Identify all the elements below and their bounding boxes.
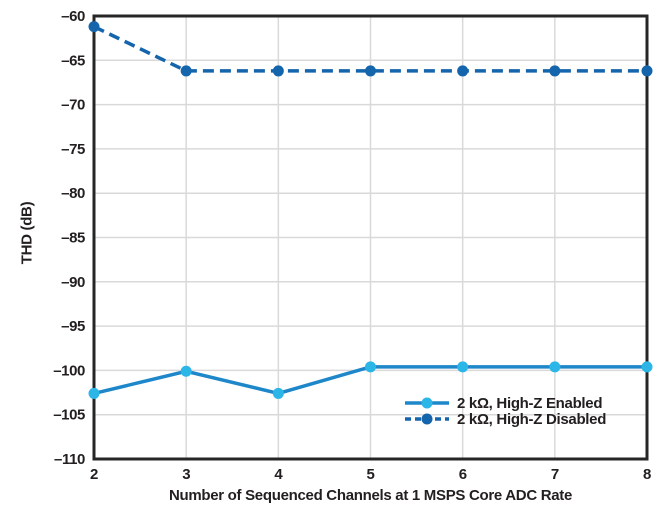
y-tick-label: –80 <box>61 185 85 202</box>
data-point-series-1 <box>88 21 100 33</box>
legend-item-disabled: 2 kΩ, High-Z Disabled <box>404 410 607 428</box>
data-point-series-0 <box>180 365 192 377</box>
data-point-series-0 <box>549 361 561 373</box>
x-tick-label: 7 <box>551 466 559 483</box>
legend-line-solid-icon <box>405 397 449 409</box>
data-point-series-0 <box>272 387 284 399</box>
y-tick-label: –100 <box>53 362 85 379</box>
data-point-series-0 <box>88 387 100 399</box>
x-tick-label: 5 <box>367 466 375 483</box>
x-axis-title: Number of Sequenced Channels at 1 MSPS C… <box>168 487 573 504</box>
x-tick-label: 6 <box>459 466 467 483</box>
data-point-series-1 <box>365 65 376 77</box>
legend-line-dashed-icon <box>405 413 449 425</box>
legend-item-enabled: 2 kΩ, High-Z Enabled <box>404 394 606 412</box>
plot-border <box>92 14 649 461</box>
y-tick-label: –90 <box>61 274 85 291</box>
legend-sample-marker <box>421 413 433 425</box>
x-tick-label: 3 <box>182 466 190 483</box>
data-point-series-1 <box>272 65 284 77</box>
y-tick-label: –105 <box>53 407 85 424</box>
y-axis-title: THD (dB) <box>18 201 36 265</box>
data-point-series-1 <box>180 65 192 77</box>
data-point-series-0 <box>641 361 653 373</box>
data-point-series-0 <box>365 361 376 373</box>
y-tick-label: –60 <box>61 8 85 25</box>
data-point-series-1 <box>457 65 469 77</box>
x-tick-label: 2 <box>90 466 98 483</box>
data-point-series-1 <box>549 65 561 77</box>
legend-label-enabled: 2 kΩ, High-Z Enabled <box>457 394 603 412</box>
y-tick-label: –65 <box>61 52 85 69</box>
y-tick-label: –110 <box>54 451 85 468</box>
legend-sample-marker <box>421 397 433 409</box>
data-point-series-1 <box>641 65 653 77</box>
y-tick-label: –85 <box>61 230 85 247</box>
legend: 2 kΩ, High-Z Enabled 2 kΩ, High-Z Disabl… <box>404 394 607 428</box>
legend-label-disabled: 2 kΩ, High-Z Disabled <box>457 410 607 428</box>
x-tick-label: 8 <box>643 466 651 483</box>
y-tick-label: –70 <box>61 97 85 114</box>
y-tick-label: –95 <box>61 318 85 335</box>
x-tick-label: 4 <box>274 466 283 483</box>
data-point-series-0 <box>457 361 469 373</box>
y-tick-label: –75 <box>61 141 85 158</box>
